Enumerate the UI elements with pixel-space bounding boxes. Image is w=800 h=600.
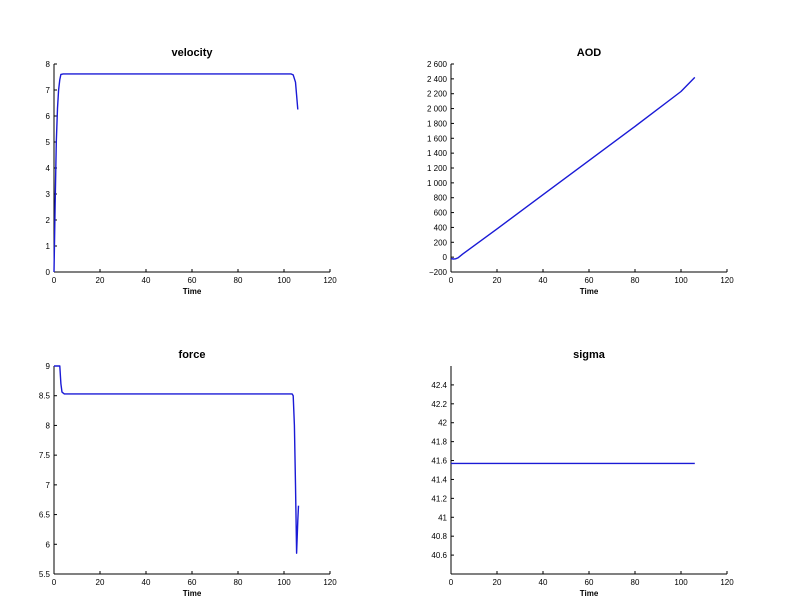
- y-tick-label: 8: [46, 60, 51, 69]
- series-line-AOD: [450, 76, 696, 260]
- x-tick-label: 20: [493, 276, 502, 285]
- y-tick-label: 1 800: [427, 119, 448, 128]
- y-tick-label: 1 000: [427, 179, 448, 188]
- x-tick-label: 100: [277, 578, 291, 587]
- y-tick-label: 400: [434, 223, 448, 232]
- x-tick-label: 20: [96, 276, 105, 285]
- x-tick-label: 0: [449, 276, 454, 285]
- y-tick-label: 5: [46, 138, 51, 147]
- y-tick-label: 6: [46, 112, 51, 121]
- x-tick-label: 60: [188, 276, 197, 285]
- y-tick-label: 41: [438, 513, 447, 522]
- x-tick-label: 40: [142, 578, 151, 587]
- y-tick-label: 1 600: [427, 134, 448, 143]
- y-tick-label: 1 200: [427, 164, 448, 173]
- y-tick-label: 41.4: [431, 475, 447, 484]
- y-tick-label: 40.8: [431, 532, 447, 541]
- x-axis-label: Time: [183, 589, 202, 598]
- y-tick-label: 41.6: [431, 457, 447, 466]
- chart-title: velocity: [172, 47, 214, 59]
- y-tick-label: 600: [434, 209, 448, 218]
- chart-title: force: [179, 349, 206, 361]
- y-tick-label: −200: [429, 268, 448, 277]
- y-tick-label: 8: [46, 421, 51, 430]
- x-tick-label: 0: [52, 276, 57, 285]
- x-tick-label: 40: [142, 276, 151, 285]
- y-tick-label: 7.5: [39, 451, 51, 460]
- y-tick-label: 41.8: [431, 438, 447, 447]
- x-tick-label: 100: [674, 578, 688, 587]
- x-tick-label: 120: [720, 276, 734, 285]
- y-tick-label: 4: [46, 164, 51, 173]
- x-tick-label: 100: [674, 276, 688, 285]
- x-tick-label: 100: [277, 276, 291, 285]
- y-tick-label: 1 400: [427, 149, 448, 158]
- y-tick-label: 2 600: [427, 60, 448, 69]
- chart-force: force 0 20 40 60 80 100 120 5.5 6 6.5 7 7.5 8 8.5 9 Time: [39, 349, 337, 598]
- x-tick-label: 60: [585, 578, 594, 587]
- y-tick-label: 2 000: [427, 105, 448, 114]
- y-tick-label: 9: [46, 362, 51, 371]
- chart-title: AOD: [577, 47, 602, 59]
- x-tick-label: 120: [323, 276, 337, 285]
- y-tick-label: 5.5: [39, 570, 51, 579]
- x-tick-label: 80: [234, 276, 243, 285]
- y-tick-label: 3: [46, 190, 51, 199]
- x-tick-label: 80: [234, 578, 243, 587]
- y-tick-label: 0: [46, 268, 51, 277]
- x-axis-label: Time: [580, 589, 599, 598]
- y-tick-label: 0: [443, 253, 448, 262]
- y-tick-label: 42: [438, 419, 447, 428]
- x-axis-label: Time: [183, 287, 202, 296]
- x-tick-label: 0: [52, 578, 57, 587]
- y-tick-label: 6: [46, 540, 51, 549]
- x-axis-label: Time: [580, 287, 599, 296]
- y-tick-label: 40.6: [431, 551, 447, 560]
- y-tick-label: 7: [46, 481, 51, 490]
- x-tick-label: 60: [585, 276, 594, 285]
- chart-title: sigma: [573, 349, 606, 361]
- x-tick-label: 20: [493, 578, 502, 587]
- y-tick-label: 200: [434, 238, 448, 247]
- series-line-force: [54, 365, 300, 554]
- chart-sigma: sigma 0 20 40 60 80 100 120 40.6 40.8 41 41.2 41.4 41…: [431, 349, 734, 598]
- y-tick-label: 1: [46, 242, 51, 251]
- x-tick-label: 20: [96, 578, 105, 587]
- x-tick-label: 40: [539, 276, 548, 285]
- y-tick-label: 2 200: [427, 90, 448, 99]
- y-tick-label: 2 400: [427, 75, 448, 84]
- x-tick-label: 40: [539, 578, 548, 587]
- y-tick-label: 7: [46, 86, 51, 95]
- y-tick-label: 800: [434, 194, 448, 203]
- y-tick-label: 6.5: [39, 511, 51, 520]
- y-tick-label: 8.5: [39, 392, 51, 401]
- y-tick-label: 41.2: [431, 494, 447, 503]
- series-line-velocity: [53, 73, 299, 273]
- x-tick-label: 120: [720, 578, 734, 587]
- x-tick-label: 120: [323, 578, 337, 587]
- y-tick-label: 42.2: [431, 400, 447, 409]
- x-tick-label: 0: [449, 578, 454, 587]
- y-tick-label: 42.4: [431, 381, 447, 390]
- chart-velocity: velocity 0 20 40 60 80 100 120 0 1 2 3 4 5 6 7 8 Time: [46, 47, 338, 296]
- y-tick-label: 2: [46, 216, 51, 225]
- x-tick-label: 60: [188, 578, 197, 587]
- x-tick-label: 80: [631, 578, 640, 587]
- x-tick-label: 80: [631, 276, 640, 285]
